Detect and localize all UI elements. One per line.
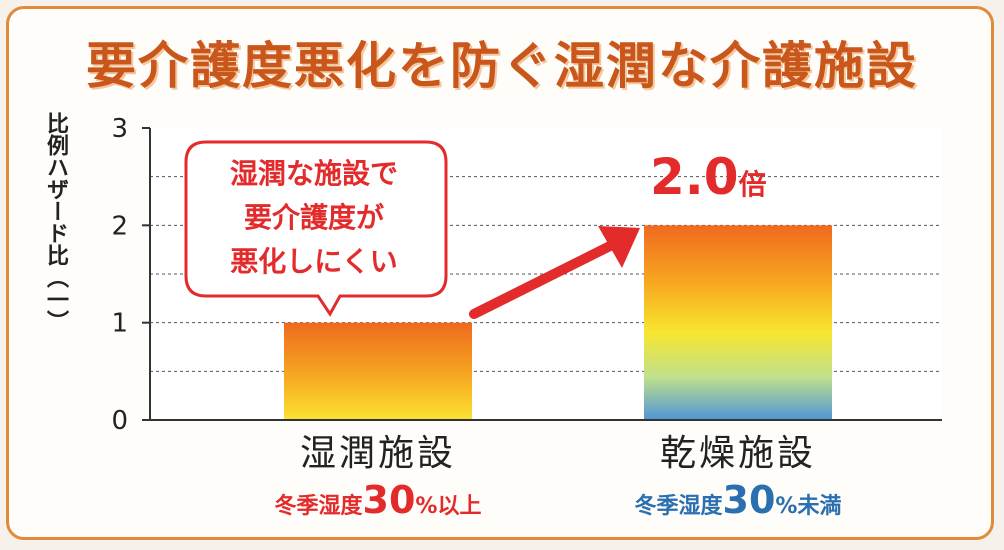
increase-arrow	[469, 226, 640, 319]
sublabel-dry: 冬季湿度30%未満	[588, 478, 888, 522]
category-label-dry: 乾燥施設	[659, 433, 816, 474]
bar-dry-facility	[644, 225, 832, 420]
category-label-wet: 湿潤施設	[299, 433, 456, 474]
y-tick-label: 0	[111, 406, 128, 436]
multiplier-unit: 倍	[738, 168, 767, 201]
bar-wet-facility	[284, 322, 472, 420]
chart-title: 要介護度悪化を防ぐ湿潤な介護施設	[86, 36, 918, 95]
sublabel-wet-number: 30	[362, 478, 416, 522]
speech-bubble	[184, 140, 448, 317]
bubble-line-2: 要介護度が	[243, 201, 384, 234]
y-axis-label: 比例ハザード比（一）	[43, 112, 68, 332]
bubble-line-1: 湿潤な施設で	[229, 157, 398, 190]
multiplier-label: 2.0倍	[650, 148, 767, 206]
bubble-line-3: 悪化しにくい	[230, 245, 398, 278]
y-tick-label: 1	[111, 309, 128, 339]
sublabel-dry-number: 30	[722, 478, 776, 522]
y-ticks: 0 1 2 3	[111, 114, 150, 436]
y-tick-label: 2	[111, 211, 128, 241]
y-tick-label: 3	[111, 114, 128, 144]
bars	[284, 225, 832, 420]
sublabel-wet: 冬季湿度30%以上	[228, 478, 528, 522]
bubble-text: 湿潤な施設で 要介護度が 悪化しにくい	[196, 152, 432, 284]
sublabel-dry-prefix: 冬季湿度	[634, 494, 723, 519]
sublabel-dry-suffix: %未満	[775, 494, 842, 519]
multiplier-value: 2.0	[650, 148, 739, 206]
sublabel-wet-prefix: 冬季湿度	[274, 494, 363, 519]
sublabel-wet-suffix: %以上	[415, 494, 482, 519]
